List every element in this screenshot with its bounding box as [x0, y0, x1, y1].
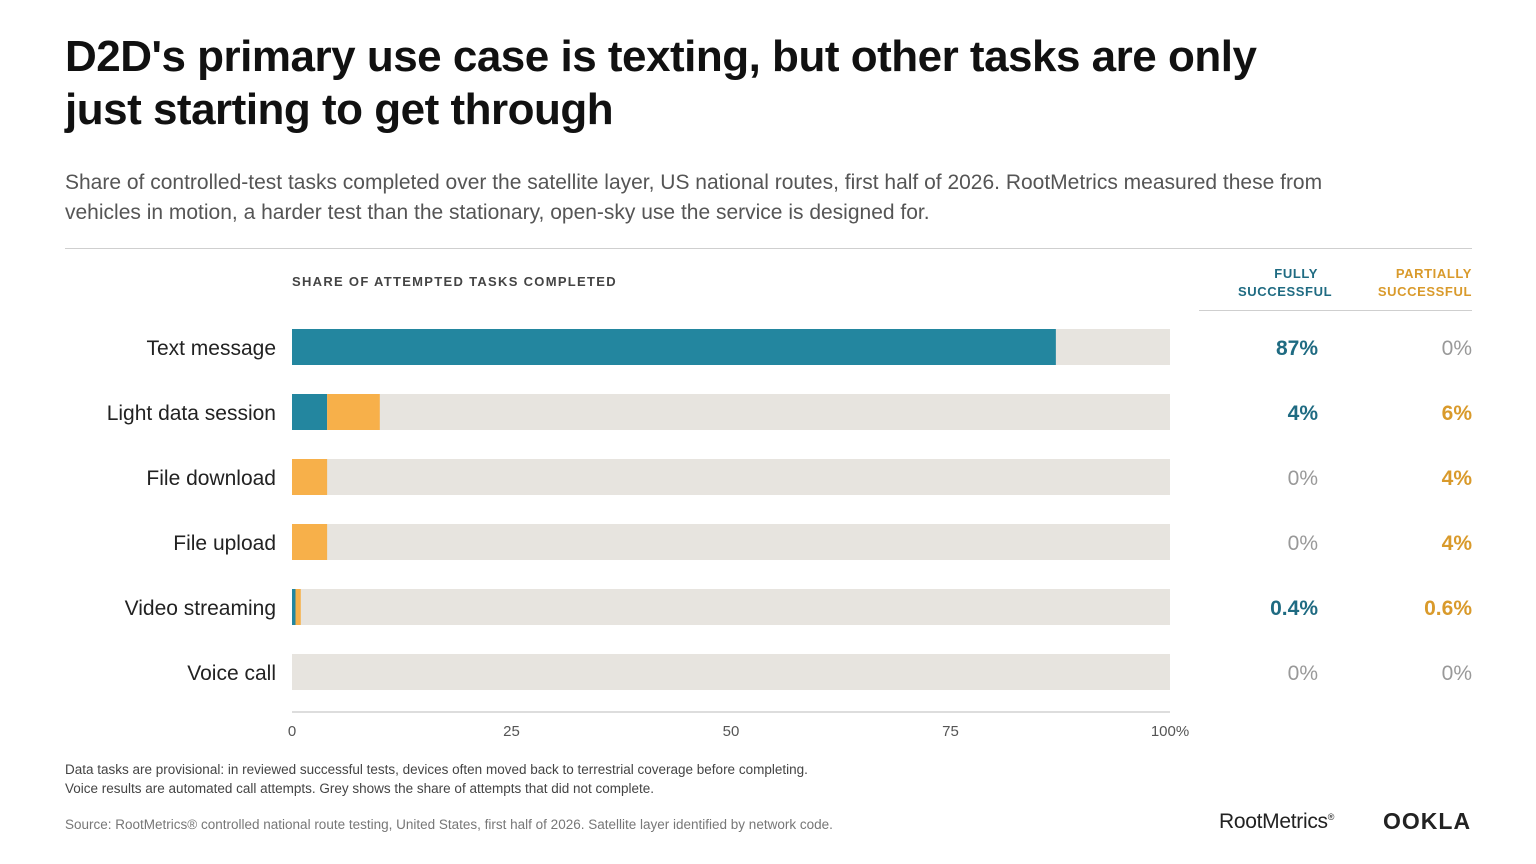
footnote-line-2: Voice results are automated call attempt…	[65, 781, 655, 796]
partially-successful-value: 0%	[1442, 337, 1472, 360]
bar-remainder	[292, 524, 1170, 560]
category-label: File upload	[173, 532, 276, 555]
rootmetrics-logo-text: RootMetrics	[1219, 810, 1328, 833]
partially-successful-header: PARTIALLY SUCCESSFUL	[1332, 265, 1472, 301]
x-tick-label: 0	[288, 723, 296, 740]
bar-fully-successful	[292, 589, 296, 625]
x-tick-label: 75	[942, 723, 959, 740]
axis-title: SHARE OF ATTEMPTED TASKS COMPLETED	[292, 274, 617, 289]
partially-successful-value: 0%	[1442, 662, 1472, 685]
partially-successful-value: 4%	[1442, 467, 1473, 490]
bar-partially-successful	[327, 394, 380, 430]
bar-remainder	[292, 394, 1170, 430]
fully-successful-value: 0%	[1288, 532, 1318, 555]
category-label: Voice call	[187, 662, 276, 685]
fully-successful-value: 0%	[1288, 467, 1318, 490]
bar-fully-successful	[292, 329, 1056, 365]
x-tick-label: 25	[503, 723, 520, 740]
bar-partially-successful	[295, 589, 301, 625]
category-label: File download	[146, 467, 276, 490]
fully-successful-header: FULLY SUCCESSFUL	[1178, 265, 1333, 301]
source-note: Source: RootMetrics® controlled national…	[65, 817, 833, 832]
partially-successful-value: 0.6%	[1424, 597, 1472, 620]
footnote: Data tasks are provisional: in reviewed …	[65, 760, 808, 798]
partially-successful-value: 6%	[1442, 402, 1473, 425]
bar-partially-successful	[292, 524, 328, 560]
bar-fully-successful	[292, 394, 328, 430]
column-header-divider	[1199, 310, 1472, 311]
fully-successful-value: 87%	[1276, 337, 1318, 360]
category-label: Video streaming	[125, 597, 276, 620]
rootmetrics-logo: RootMetrics®	[1219, 810, 1335, 833]
fully-successful-header-text: FULLY SUCCESSFUL	[1238, 266, 1333, 299]
x-tick-label: 100%	[1151, 723, 1189, 740]
ookla-logo: OOKLA	[1383, 808, 1472, 834]
fully-successful-value: 0%	[1288, 662, 1318, 685]
x-tick-label: 50	[723, 723, 740, 740]
bar-remainder	[292, 589, 1170, 625]
footnote-line-1: Data tasks are provisional: in reviewed …	[65, 762, 808, 777]
partially-successful-value: 4%	[1442, 532, 1473, 555]
fully-successful-value: 4%	[1288, 402, 1319, 425]
partially-successful-header-text: PARTIALLY SUCCESSFUL	[1377, 266, 1472, 299]
bar-partially-successful	[292, 459, 328, 495]
bar-remainder	[292, 459, 1170, 495]
chart-title: D2D's primary use case is texting, but o…	[65, 32, 1257, 134]
top-divider	[65, 248, 1472, 249]
bar-remainder	[292, 654, 1170, 690]
category-label: Text message	[146, 337, 276, 360]
chart-subtitle: Share of controlled-test tasks completed…	[65, 171, 1323, 224]
fully-successful-value: 0.4%	[1270, 597, 1318, 620]
category-label: Light data session	[107, 402, 276, 425]
